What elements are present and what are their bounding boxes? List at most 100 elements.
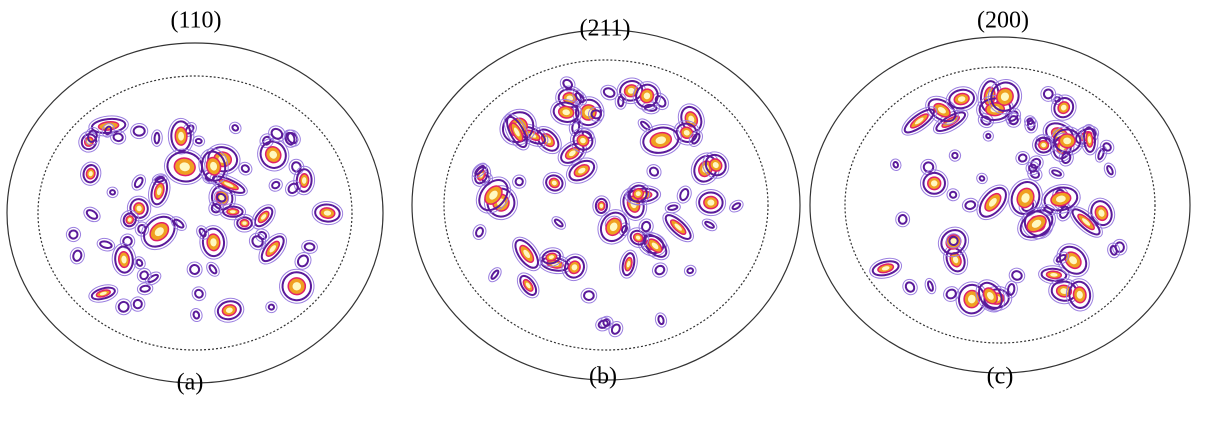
contour xyxy=(892,161,899,169)
contour xyxy=(194,288,204,299)
contour xyxy=(1099,139,1115,155)
contour xyxy=(1048,166,1065,180)
contour xyxy=(982,130,994,142)
contour xyxy=(990,106,1000,113)
contour xyxy=(301,177,307,184)
contour xyxy=(609,222,618,232)
contour xyxy=(293,165,316,196)
contour xyxy=(1030,157,1042,169)
contour xyxy=(712,162,719,169)
contour xyxy=(1087,135,1092,144)
contour xyxy=(638,218,654,235)
contour xyxy=(561,253,588,282)
contour xyxy=(1032,134,1056,156)
contour xyxy=(986,291,994,300)
contour xyxy=(688,130,703,147)
contour xyxy=(1082,218,1091,226)
contour xyxy=(1107,242,1121,259)
contour xyxy=(571,120,581,135)
inner-circle xyxy=(37,75,353,351)
contour xyxy=(574,92,585,104)
contour xyxy=(980,115,992,126)
contour xyxy=(253,206,274,228)
contour xyxy=(210,202,222,214)
contour xyxy=(199,225,228,260)
contour xyxy=(1040,184,1081,214)
contour xyxy=(889,158,902,172)
panel-c: (200) (c) xyxy=(809,8,1191,390)
contour xyxy=(133,176,144,189)
contour xyxy=(117,300,130,313)
contour xyxy=(1102,142,1112,152)
contour xyxy=(294,252,312,270)
contour xyxy=(513,127,520,137)
contour xyxy=(1015,151,1030,166)
contour xyxy=(279,268,315,304)
panel-label: (c) xyxy=(987,364,1014,390)
contour xyxy=(1112,238,1128,256)
contour xyxy=(902,278,918,296)
contour xyxy=(260,235,285,263)
contour xyxy=(475,226,484,238)
contour xyxy=(139,270,149,281)
contour xyxy=(72,249,83,262)
contour xyxy=(948,88,975,110)
contour xyxy=(167,117,195,155)
contour xyxy=(259,140,287,169)
outer-circle xyxy=(6,42,384,384)
contour xyxy=(1058,149,1074,167)
contour xyxy=(597,209,630,245)
contour xyxy=(99,240,113,249)
contour xyxy=(599,211,628,243)
contour xyxy=(265,301,278,314)
contour xyxy=(225,307,233,313)
contour xyxy=(640,120,651,131)
contour xyxy=(516,272,540,299)
contour xyxy=(109,189,117,196)
contour xyxy=(210,161,218,171)
contour xyxy=(583,290,595,301)
contour xyxy=(519,274,538,296)
contour xyxy=(1071,208,1101,236)
contour xyxy=(478,179,509,212)
contour xyxy=(1040,267,1068,282)
contour xyxy=(651,262,668,278)
contour xyxy=(271,180,281,190)
contour xyxy=(683,264,697,277)
contour xyxy=(314,203,341,223)
contour xyxy=(136,267,152,283)
contour xyxy=(964,200,977,210)
contour xyxy=(268,125,286,143)
contour xyxy=(200,150,227,182)
contour xyxy=(568,159,596,182)
contour xyxy=(268,178,283,192)
contour xyxy=(571,264,578,271)
contour xyxy=(919,169,949,198)
contour xyxy=(1055,254,1067,263)
contour xyxy=(1004,280,1018,299)
contour xyxy=(948,235,959,246)
contour xyxy=(122,212,137,228)
inner-circle xyxy=(844,66,1156,344)
contour xyxy=(219,203,247,221)
contour xyxy=(240,164,250,174)
contour xyxy=(948,149,962,162)
contour xyxy=(130,296,146,312)
contour xyxy=(881,266,890,271)
contour xyxy=(1065,278,1094,312)
contour xyxy=(552,101,580,123)
contour xyxy=(104,125,113,136)
contour xyxy=(957,96,966,102)
contour xyxy=(1050,273,1058,277)
panel-label: (a) xyxy=(177,370,204,396)
contour xyxy=(940,229,967,255)
contour xyxy=(490,269,500,280)
contour xyxy=(987,79,1023,115)
contour xyxy=(1041,142,1046,148)
contour xyxy=(153,131,161,145)
contour xyxy=(216,300,242,321)
contour xyxy=(257,138,290,172)
contour xyxy=(937,106,946,114)
contour xyxy=(600,84,618,101)
contour xyxy=(170,120,192,153)
